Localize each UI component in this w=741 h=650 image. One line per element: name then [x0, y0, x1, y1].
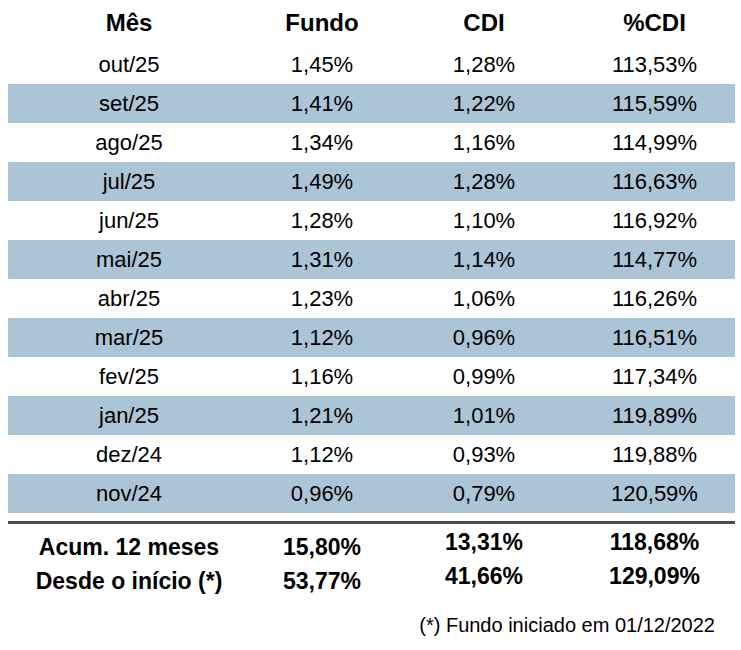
summary-label: Acum. 12 meses — [8, 534, 250, 561]
table-row-ago25: ago/25 1,34% 1,16% 114,99% — [8, 123, 735, 162]
summary-fundo: 53,77% — [250, 568, 394, 595]
cell-fundo: 1,23% — [250, 286, 394, 312]
cell-mes: set/25 — [8, 91, 250, 117]
cell-mes: jan/25 — [8, 403, 250, 429]
table-row-dez24: dez/24 1,12% 0,93% 119,88% — [8, 435, 735, 474]
cell-fundo: 1,41% — [250, 91, 394, 117]
table-row-jun25: jun/25 1,28% 1,10% 116,92% — [8, 201, 735, 240]
cell-mes: jul/25 — [8, 169, 250, 195]
cell-fundo: 1,49% — [250, 169, 394, 195]
table-row-out25: out/25 1,45% 1,28% 113,53% — [8, 45, 735, 84]
cell-pcdi: 116,63% — [574, 169, 735, 195]
cell-pcdi: 113,53% — [574, 52, 735, 78]
table-row-jul25: jul/25 1,49% 1,28% 116,63% — [8, 162, 735, 201]
summary-section: Acum. 12 meses 15,80% 13,31% 118,68% Des… — [8, 524, 735, 598]
cell-cdi: 0,79% — [394, 481, 574, 507]
table-row-fev25: fev/25 1,16% 0,99% 117,34% — [8, 357, 735, 396]
cell-mes: mai/25 — [8, 247, 250, 273]
cell-cdi: 1,22% — [394, 91, 574, 117]
cell-cdi: 0,96% — [394, 325, 574, 351]
cell-mes: ago/25 — [8, 130, 250, 156]
cell-cdi: 0,93% — [394, 442, 574, 468]
cell-pcdi: 114,99% — [574, 130, 735, 156]
cell-fundo: 1,28% — [250, 208, 394, 234]
cell-fundo: 1,21% — [250, 403, 394, 429]
fund-inception-footnote: (*) Fundo iniciado em 01/12/2022 — [8, 612, 735, 638]
cell-pcdi: 115,59% — [574, 91, 735, 117]
summary-pcdi: 118,68% — [574, 529, 735, 556]
table-row-set25: set/25 1,41% 1,22% 115,59% — [8, 84, 735, 123]
column-header-mes: Mês — [8, 9, 250, 37]
cell-fundo: 1,16% — [250, 364, 394, 390]
cell-fundo: 1,12% — [250, 325, 394, 351]
performance-table: Mês Fundo CDI %CDI out/25 1,45% 1,28% 11… — [8, 0, 735, 638]
cell-fundo: 1,31% — [250, 247, 394, 273]
summary-row-acum-12-meses: Acum. 12 meses 15,80% 13,31% 118,68% — [8, 530, 735, 564]
column-header-cdi: CDI — [394, 9, 574, 37]
cell-fundo: 1,12% — [250, 442, 394, 468]
column-header-fundo: Fundo — [250, 9, 394, 37]
cell-cdi: 0,99% — [394, 364, 574, 390]
cell-pcdi: 119,89% — [574, 403, 735, 429]
cell-pcdi: 120,59% — [574, 481, 735, 507]
cell-cdi: 1,06% — [394, 286, 574, 312]
table-header-row: Mês Fundo CDI %CDI — [8, 0, 735, 45]
cell-mes: out/25 — [8, 52, 250, 78]
cell-pcdi: 116,92% — [574, 208, 735, 234]
cell-mes: dez/24 — [8, 442, 250, 468]
cell-pcdi: 119,88% — [574, 442, 735, 468]
cell-mes: fev/25 — [8, 364, 250, 390]
cell-pcdi: 114,77% — [574, 247, 735, 273]
cell-fundo: 1,45% — [250, 52, 394, 78]
cell-cdi: 1,28% — [394, 169, 574, 195]
table-row-nov24: nov/24 0,96% 0,79% 120,59% — [8, 474, 735, 513]
cell-cdi: 1,16% — [394, 130, 574, 156]
table-row-jan25: jan/25 1,21% 1,01% 119,89% — [8, 396, 735, 435]
summary-cdi: 13,31% — [394, 529, 574, 556]
cell-fundo: 1,34% — [250, 130, 394, 156]
cell-cdi: 1,28% — [394, 52, 574, 78]
cell-pcdi: 116,26% — [574, 286, 735, 312]
cell-cdi: 1,14% — [394, 247, 574, 273]
table-row-mai25: mai/25 1,31% 1,14% 114,77% — [8, 240, 735, 279]
cell-cdi: 1,10% — [394, 208, 574, 234]
cell-mes: jun/25 — [8, 208, 250, 234]
summary-row-desde-o-inicio: Desde o início (*) 53,77% 41,66% 129,09% — [8, 564, 735, 598]
table-row-abr25: abr/25 1,23% 1,06% 116,26% — [8, 279, 735, 318]
summary-cdi: 41,66% — [394, 563, 574, 590]
summary-label: Desde o início (*) — [8, 568, 250, 595]
column-header-pcdi: %CDI — [574, 9, 735, 37]
cell-pcdi: 116,51% — [574, 325, 735, 351]
cell-mes: nov/24 — [8, 481, 250, 507]
table-row-mar25: mar/25 1,12% 0,96% 116,51% — [8, 318, 735, 357]
summary-fundo: 15,80% — [250, 534, 394, 561]
cell-mes: abr/25 — [8, 286, 250, 312]
cell-fundo: 0,96% — [250, 481, 394, 507]
summary-pcdi: 129,09% — [574, 563, 735, 590]
cell-mes: mar/25 — [8, 325, 250, 351]
cell-pcdi: 117,34% — [574, 364, 735, 390]
cell-cdi: 1,01% — [394, 403, 574, 429]
